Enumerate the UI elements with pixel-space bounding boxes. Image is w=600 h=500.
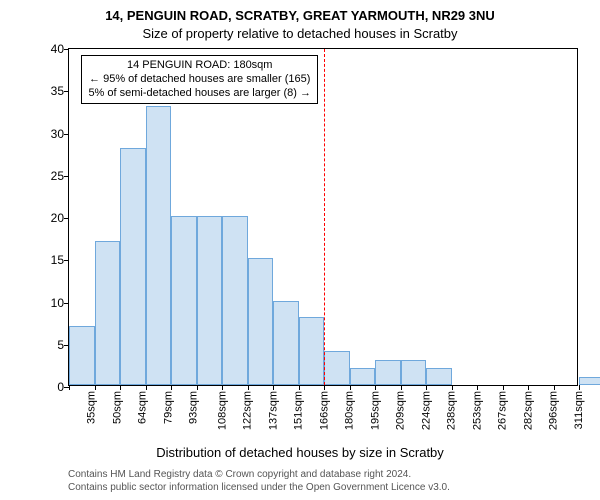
histogram-bar (248, 258, 274, 385)
x-tick (273, 385, 274, 390)
reference-line (324, 49, 325, 385)
x-tick (452, 385, 453, 390)
y-tick-label: 25 (51, 169, 69, 183)
footer-line1: Contains HM Land Registry data © Crown c… (68, 468, 450, 481)
x-tick-label: 296sqm (548, 391, 560, 430)
annotation-line: ← 95% of detached houses are smaller (16… (88, 73, 311, 87)
x-tick-label: 79sqm (162, 391, 174, 424)
y-tick-label: 20 (51, 211, 69, 225)
reference-annotation: 14 PENGUIN ROAD: 180sqm← 95% of detached… (81, 55, 318, 104)
x-tick-label: 195sqm (369, 391, 381, 430)
x-tick (375, 385, 376, 390)
x-tick-label: 209sqm (395, 391, 407, 430)
histogram-bar (146, 106, 172, 385)
histogram-bar (375, 360, 401, 385)
x-tick (324, 385, 325, 390)
x-tick (299, 385, 300, 390)
x-tick-label: 122sqm (242, 391, 254, 430)
y-tick-label: 30 (51, 127, 69, 141)
annotation-line: 5% of semi-detached houses are larger (8… (88, 87, 311, 101)
x-tick-label: 108sqm (216, 391, 228, 430)
histogram-bar (324, 351, 350, 385)
x-tick (197, 385, 198, 390)
histogram-bar (197, 216, 223, 385)
x-tick-label: 50sqm (111, 391, 123, 424)
x-tick (350, 385, 351, 390)
x-axis-label: Distribution of detached houses by size … (0, 445, 600, 460)
x-tick (503, 385, 504, 390)
x-tick (477, 385, 478, 390)
x-tick (579, 385, 580, 390)
annotation-line: 14 PENGUIN ROAD: 180sqm (88, 59, 311, 73)
x-tick-label: 166sqm (318, 391, 330, 430)
histogram-bar (171, 216, 197, 385)
x-tick-label: 253sqm (471, 391, 483, 430)
histogram-bar (350, 368, 376, 385)
histogram-bar (273, 301, 299, 386)
x-tick (528, 385, 529, 390)
histogram-bar (579, 377, 600, 385)
y-tick-label: 15 (51, 253, 69, 267)
histogram-bar (120, 148, 146, 385)
chart-subtitle: Size of property relative to detached ho… (0, 26, 600, 41)
x-tick (222, 385, 223, 390)
x-tick-label: 180sqm (344, 391, 356, 430)
x-tick (401, 385, 402, 390)
x-tick-label: 311sqm (573, 391, 585, 429)
x-tick-label: 64sqm (137, 391, 149, 424)
y-tick-label: 5 (57, 338, 69, 352)
histogram-bar (95, 241, 121, 385)
chart-title: 14, PENGUIN ROAD, SCRATBY, GREAT YARMOUT… (0, 8, 600, 23)
plot-area: Number of detached properties 0510152025… (68, 48, 578, 386)
histogram-bar (401, 360, 427, 385)
footer-attribution: Contains HM Land Registry data © Crown c… (68, 468, 450, 494)
x-tick-label: 224sqm (420, 391, 432, 430)
x-tick (554, 385, 555, 390)
x-tick-label: 35sqm (86, 391, 98, 424)
x-tick-label: 137sqm (267, 391, 279, 430)
x-tick-label: 267sqm (497, 391, 509, 430)
y-tick-label: 35 (51, 84, 69, 98)
histogram-bar (222, 216, 248, 385)
x-tick (171, 385, 172, 390)
x-tick (69, 385, 70, 390)
x-tick (248, 385, 249, 390)
histogram-chart: 14, PENGUIN ROAD, SCRATBY, GREAT YARMOUT… (0, 0, 600, 500)
x-tick (95, 385, 96, 390)
x-tick-label: 238sqm (446, 391, 458, 430)
x-tick-label: 282sqm (522, 391, 534, 430)
x-tick (426, 385, 427, 390)
y-tick-label: 40 (51, 42, 69, 56)
x-tick (146, 385, 147, 390)
x-tick-label: 151sqm (293, 391, 305, 430)
y-tick-label: 10 (51, 296, 69, 310)
x-tick (120, 385, 121, 390)
histogram-bar (299, 317, 325, 385)
histogram-bar (69, 326, 95, 385)
histogram-bar (426, 368, 452, 385)
footer-line2: Contains public sector information licen… (68, 481, 450, 494)
y-tick-label: 0 (57, 380, 69, 394)
x-tick-label: 93sqm (188, 391, 200, 424)
